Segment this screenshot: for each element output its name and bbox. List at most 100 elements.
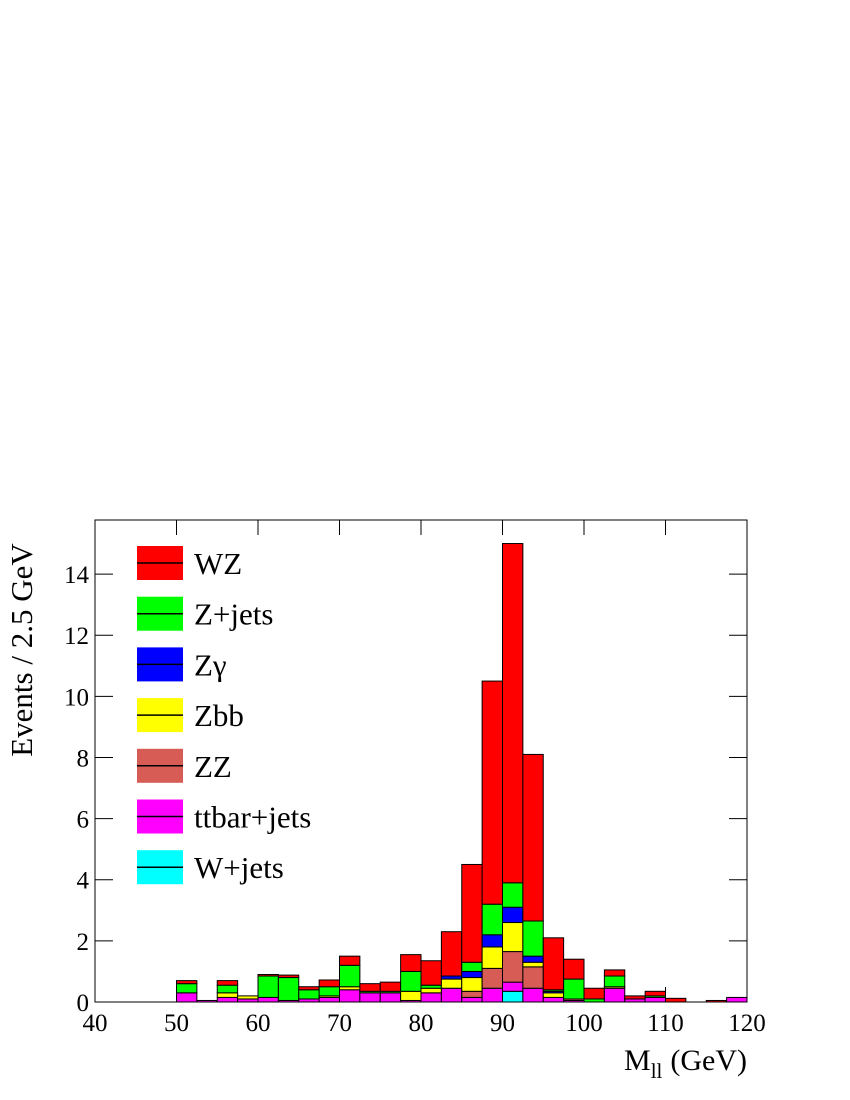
bar-segment (440, 987, 463, 1003)
bar-segment (176, 992, 198, 1003)
y-tick-label: 0 (77, 990, 90, 1017)
bar-segment (502, 951, 524, 983)
bar-segment (481, 934, 503, 948)
bar-segment (563, 978, 585, 1000)
bar-segment (318, 979, 340, 988)
bar-segment (237, 995, 259, 1000)
bar-segment (216, 996, 239, 1003)
y-tick-label: 6 (77, 807, 90, 834)
y-tick-label: 10 (64, 684, 89, 711)
x-label-rest: (GeV) (670, 1044, 747, 1077)
bar-segment (257, 975, 279, 998)
bar-segment (298, 986, 320, 991)
legend-label: ZZ (194, 749, 232, 784)
bar-segment (318, 996, 340, 1003)
bar-segment (257, 996, 279, 1003)
bar-segment (665, 997, 687, 1003)
x-tick-label: 40 (83, 1010, 108, 1037)
x-label-sub: ll (651, 1059, 663, 1083)
bar-segment (318, 986, 340, 997)
y-tick-label: 8 (77, 745, 90, 772)
bar-segment (420, 992, 442, 1003)
y-tick-label: 12 (64, 623, 89, 650)
bar-segment (379, 992, 402, 1003)
bar-segment (461, 996, 483, 1003)
y-tick-label: 14 (64, 562, 90, 589)
x-tick-label: 120 (728, 1010, 766, 1037)
x-tick-label: 50 (164, 1010, 189, 1037)
bar-segment (440, 931, 463, 977)
bar-segment (359, 983, 381, 992)
bar-segment (502, 981, 524, 992)
x-tick-label: 100 (565, 1010, 603, 1037)
bar-segment (726, 996, 748, 1003)
bar-segment (176, 983, 198, 994)
bar-segment (481, 987, 503, 1003)
bar-segment (339, 955, 361, 966)
bar-segment (379, 981, 402, 992)
x-tick-label: 80 (409, 1010, 434, 1037)
bar-segment (481, 967, 503, 989)
legend-label: Zγ (194, 647, 227, 682)
bar-segment (216, 984, 239, 994)
bar-segment (461, 990, 483, 998)
bar-segment (502, 906, 524, 924)
legend-label: ttbar+jets (194, 800, 311, 835)
bar-segment (420, 960, 442, 986)
legend-label: Zbb (194, 698, 244, 733)
x-tick-label: 110 (647, 1010, 684, 1037)
y-axis-label: Events / 2.5 GeV (4, 543, 39, 757)
bar-segment (542, 992, 565, 998)
bar-segment (603, 975, 626, 988)
legend-label: W+jets (194, 850, 284, 885)
x-tick-label: 60 (246, 1010, 271, 1037)
plot-frame (94, 519, 748, 1003)
y-tick-label: 4 (77, 868, 90, 895)
x-axis-label: Mll (GeV) (624, 1044, 747, 1083)
bar-segment (461, 970, 483, 979)
bar-segment (522, 987, 544, 1003)
bar-segment (481, 903, 503, 936)
bar-segment (502, 543, 524, 884)
bar-segment (522, 955, 544, 963)
bar-segment (216, 980, 239, 986)
bar-segment (583, 987, 605, 1000)
bar-segment (481, 946, 503, 969)
legend-label: Z+jets (194, 597, 273, 632)
bar-segment (277, 974, 300, 979)
bar-segment (644, 996, 666, 1003)
bar-segment (176, 980, 198, 985)
bar-segment (216, 992, 239, 998)
bar-segment (481, 680, 503, 905)
bar-segment (624, 995, 646, 1000)
bar-segment (359, 992, 381, 1003)
bar-segment (298, 989, 320, 1000)
bar-segment (461, 863, 483, 963)
bar-segment (644, 990, 666, 997)
bar-segment (542, 937, 565, 991)
bar-segment (277, 977, 300, 1001)
bar-segment (257, 973, 279, 977)
x-tick-label: 70 (327, 1010, 352, 1037)
x-tick-label: 90 (490, 1010, 515, 1037)
y-tick-label: 2 (77, 929, 90, 956)
bar-segment (522, 961, 544, 968)
bar-segment (502, 882, 524, 908)
legend-label: WZ (194, 546, 242, 581)
bar-segment (440, 978, 463, 989)
bar-segment (502, 990, 524, 1003)
bar-segment (339, 989, 361, 1003)
bar-segment (502, 922, 524, 953)
bar-segment (400, 954, 422, 972)
bar-segment (522, 966, 544, 989)
bar-segment (603, 969, 626, 977)
bar-segment (542, 996, 565, 1003)
bar-segment (461, 961, 483, 972)
bar-segment (522, 920, 544, 957)
bar-segment (400, 990, 422, 1001)
bar-segment (522, 753, 544, 922)
bar-segment (339, 964, 361, 988)
bar-segment (563, 958, 585, 980)
x-label-main: M (624, 1044, 651, 1077)
